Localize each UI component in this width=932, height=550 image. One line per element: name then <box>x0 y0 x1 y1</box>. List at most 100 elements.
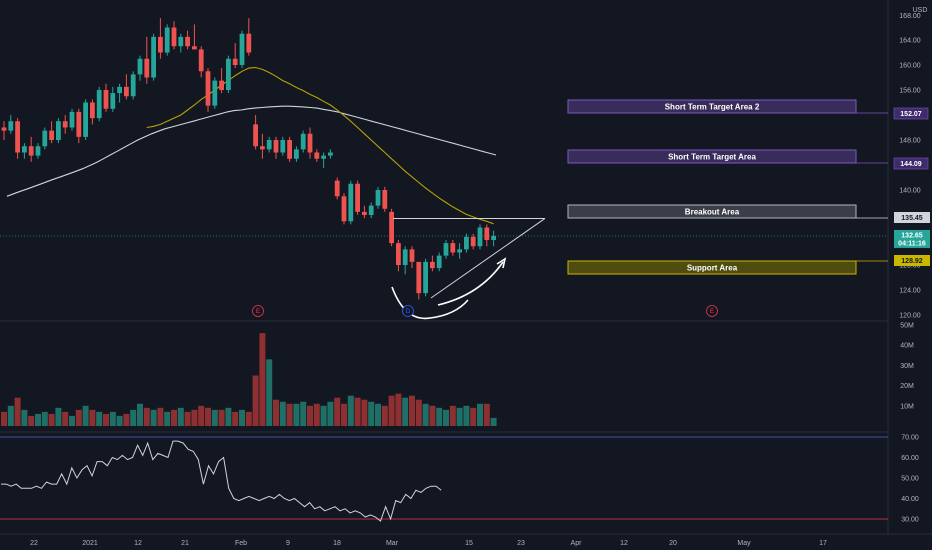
candle[interactable] <box>76 108 82 144</box>
candle[interactable] <box>443 240 449 259</box>
candle[interactable] <box>90 99 95 125</box>
ascending-trendline[interactable] <box>430 218 546 299</box>
candle[interactable] <box>253 115 258 150</box>
candle[interactable] <box>124 74 129 100</box>
candle[interactable] <box>409 246 415 269</box>
candle[interactable] <box>389 208 394 247</box>
candle[interactable] <box>192 24 197 50</box>
rsi-tick: 40.00 <box>901 496 919 503</box>
candle[interactable] <box>185 30 190 50</box>
candle[interactable] <box>273 136 279 159</box>
candle[interactable] <box>198 46 204 78</box>
candle[interactable] <box>362 205 367 219</box>
candle[interactable] <box>130 71 136 100</box>
candle[interactable] <box>42 127 48 150</box>
candle[interactable] <box>226 55 231 94</box>
zone-3[interactable]: Breakout Area <box>567 204 857 219</box>
candle[interactable] <box>103 83 109 112</box>
zone-4[interactable]: Support Area <box>567 260 857 275</box>
candle[interactable] <box>464 233 469 253</box>
candle[interactable] <box>375 186 381 209</box>
candle[interactable] <box>1 121 7 140</box>
candle[interactable] <box>491 230 496 247</box>
candle[interactable] <box>178 33 184 53</box>
drawing-overlay[interactable] <box>391 217 546 320</box>
candle[interactable] <box>334 177 340 200</box>
candle[interactable] <box>49 121 54 144</box>
zone-box[interactable] <box>567 149 857 164</box>
candle[interactable] <box>62 115 68 134</box>
zone-box[interactable] <box>567 260 857 275</box>
event-marker-e[interactable]: E <box>252 305 264 317</box>
candle[interactable] <box>260 133 265 159</box>
candle[interactable] <box>484 224 490 247</box>
candle[interactable] <box>117 83 122 103</box>
candle[interactable] <box>8 115 14 134</box>
target-zones[interactable]: Short Term Target Area 2 Short Term Targe… <box>567 99 888 275</box>
candle[interactable] <box>164 24 170 56</box>
candle[interactable] <box>158 18 163 59</box>
zone-1[interactable]: Short Term Target Area 2 <box>567 99 888 114</box>
volume-bar <box>429 405 436 426</box>
candle[interactable] <box>436 252 442 272</box>
candle[interactable] <box>348 180 354 225</box>
candle[interactable] <box>477 224 483 250</box>
zone-box[interactable] <box>567 99 857 114</box>
event-marker-d[interactable]: D <box>402 305 414 317</box>
candle[interactable] <box>294 146 299 162</box>
candle[interactable] <box>266 136 272 153</box>
zone-label: Support Area <box>687 264 738 273</box>
candle[interactable] <box>35 143 41 159</box>
candle[interactable] <box>470 233 476 250</box>
candle[interactable] <box>96 86 102 122</box>
candle[interactable] <box>83 99 88 140</box>
candle-body <box>232 58 238 65</box>
candle[interactable] <box>430 255 435 272</box>
candle[interactable] <box>15 118 20 159</box>
event-marker-e[interactable]: E <box>706 305 718 317</box>
candle[interactable] <box>171 21 177 50</box>
candle[interactable] <box>402 246 408 275</box>
candle[interactable] <box>368 202 374 219</box>
zone-box[interactable] <box>567 204 857 219</box>
event-letter: E <box>710 309 714 315</box>
candle[interactable] <box>457 243 462 259</box>
candle[interactable] <box>232 43 238 69</box>
rsi-tick: 70.00 <box>901 435 919 442</box>
candle-body <box>253 124 258 147</box>
candle[interactable] <box>219 68 224 94</box>
candle[interactable] <box>239 30 245 69</box>
candle[interactable] <box>382 186 388 212</box>
candle[interactable] <box>205 68 211 112</box>
candle[interactable] <box>22 143 27 159</box>
candle[interactable] <box>110 86 116 112</box>
candle[interactable] <box>314 149 320 162</box>
candle[interactable] <box>28 136 34 162</box>
candle-body <box>362 211 367 215</box>
candle[interactable] <box>307 127 313 159</box>
candle[interactable] <box>328 149 333 159</box>
candle[interactable] <box>300 130 306 153</box>
candlestick-series[interactable] <box>1 18 496 300</box>
candle[interactable] <box>341 193 347 225</box>
candle[interactable] <box>450 240 456 256</box>
candle[interactable] <box>321 152 326 169</box>
candle[interactable] <box>280 136 286 156</box>
candle[interactable] <box>69 108 75 131</box>
candle[interactable] <box>355 180 360 215</box>
rounded-bottom-curve[interactable] <box>391 286 469 320</box>
candle[interactable] <box>246 18 252 56</box>
candle[interactable] <box>396 240 401 272</box>
arrow-path[interactable] <box>437 261 504 306</box>
candle[interactable] <box>137 55 143 81</box>
candle[interactable] <box>144 36 150 84</box>
candle[interactable] <box>212 77 218 109</box>
candle[interactable] <box>423 258 428 297</box>
candle[interactable] <box>287 136 292 162</box>
candle[interactable] <box>151 33 156 81</box>
candle[interactable] <box>416 261 422 300</box>
zone-2[interactable]: Short Term Target Area <box>567 149 888 164</box>
candle[interactable] <box>56 118 61 144</box>
